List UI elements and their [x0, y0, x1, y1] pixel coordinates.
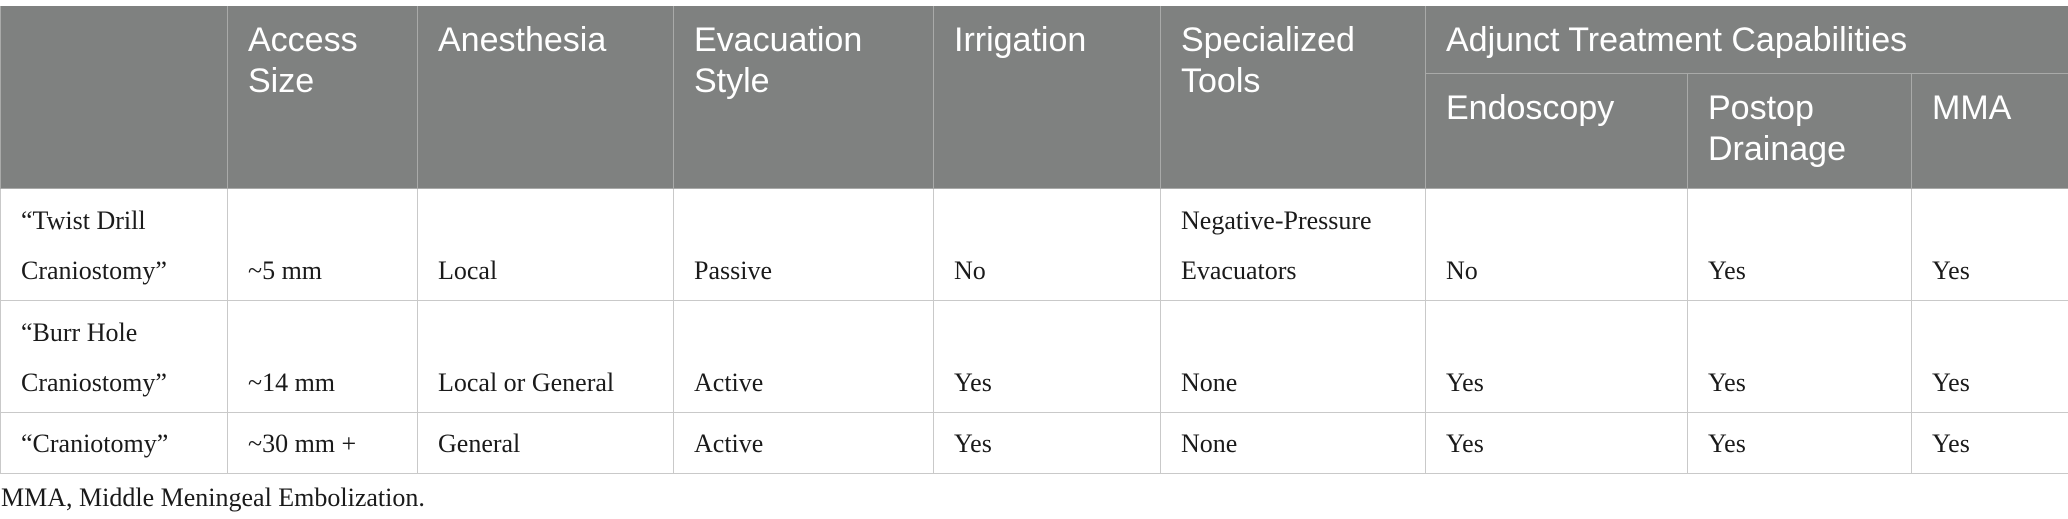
cell-access-size: ~30 mm +: [227, 411, 418, 474]
cell-mma: Yes: [1911, 411, 2068, 474]
cell-endoscopy: Yes: [1425, 411, 1688, 474]
cell-postop-drainage: Yes: [1687, 411, 1912, 474]
cell-specialized-tools: Negative-Pressure Evacuators: [1160, 187, 1426, 301]
cell-evacuation-style: Active: [673, 299, 934, 413]
table-row: “Twist Drill Craniostomy” ~5 mm Local Pa…: [0, 187, 2068, 301]
cell-access-size: ~14 mm: [227, 299, 418, 413]
cell-irrigation: Yes: [933, 411, 1161, 474]
header-anesthesia: Anesthesia: [417, 6, 674, 189]
cell-mma: Yes: [1911, 187, 2068, 301]
cell-evacuation-style: Passive: [673, 187, 934, 301]
header-procedure: [0, 6, 228, 189]
header-row-1: Access Size Anesthesia Evacuation Style …: [0, 6, 2068, 189]
cell-evacuation-style: Active: [673, 411, 934, 474]
cell-access-size: ~5 mm: [227, 187, 418, 301]
cell-irrigation: Yes: [933, 299, 1161, 413]
cell-procedure: “Craniotomy”: [0, 411, 228, 474]
cell-procedure: “Burr Hole Craniostomy”: [0, 299, 228, 413]
cell-irrigation: No: [933, 187, 1161, 301]
table-row: “Craniotomy” ~30 mm + General Active Yes…: [0, 411, 2068, 474]
table-body: “Twist Drill Craniostomy” ~5 mm Local Pa…: [0, 187, 2068, 474]
cell-mma: Yes: [1911, 299, 2068, 413]
header-row-2: Endoscopy Postop Drainage MMA: [1, 73, 2068, 189]
header-postop-drainage: Postop Drainage: [1687, 73, 1912, 189]
cell-procedure: “Twist Drill Craniostomy”: [0, 187, 228, 301]
cell-anesthesia: Local: [417, 187, 674, 301]
cell-specialized-tools: None: [1160, 299, 1426, 413]
cell-specialized-tools: None: [1160, 411, 1426, 474]
cell-endoscopy: Yes: [1425, 299, 1688, 413]
header-specialized-tools: Specialized Tools: [1160, 6, 1426, 189]
table-row: “Burr Hole Craniostomy” ~14 mm Local or …: [0, 299, 2068, 413]
cell-anesthesia: Local or General: [417, 299, 674, 413]
table-footnote: MMA, Middle Meningeal Embolization.: [1, 483, 425, 512]
cell-endoscopy: No: [1425, 187, 1688, 301]
header-endoscopy: Endoscopy: [1425, 73, 1688, 189]
header-evacuation-style: Evacuation Style: [673, 6, 934, 189]
cell-postop-drainage: Yes: [1687, 187, 1912, 301]
cell-anesthesia: General: [417, 411, 674, 474]
header-irrigation: Irrigation: [933, 6, 1161, 189]
comparison-table: Access Size Anesthesia Evacuation Style …: [0, 6, 2068, 474]
table-header: Access Size Anesthesia Evacuation Style …: [0, 6, 2068, 189]
header-adjunct-treatment-group: Adjunct Treatment Capabilities: [1425, 6, 2068, 74]
header-access-size: Access Size: [227, 6, 418, 189]
cell-postop-drainage: Yes: [1687, 299, 1912, 413]
header-mma: MMA: [1911, 73, 2068, 189]
